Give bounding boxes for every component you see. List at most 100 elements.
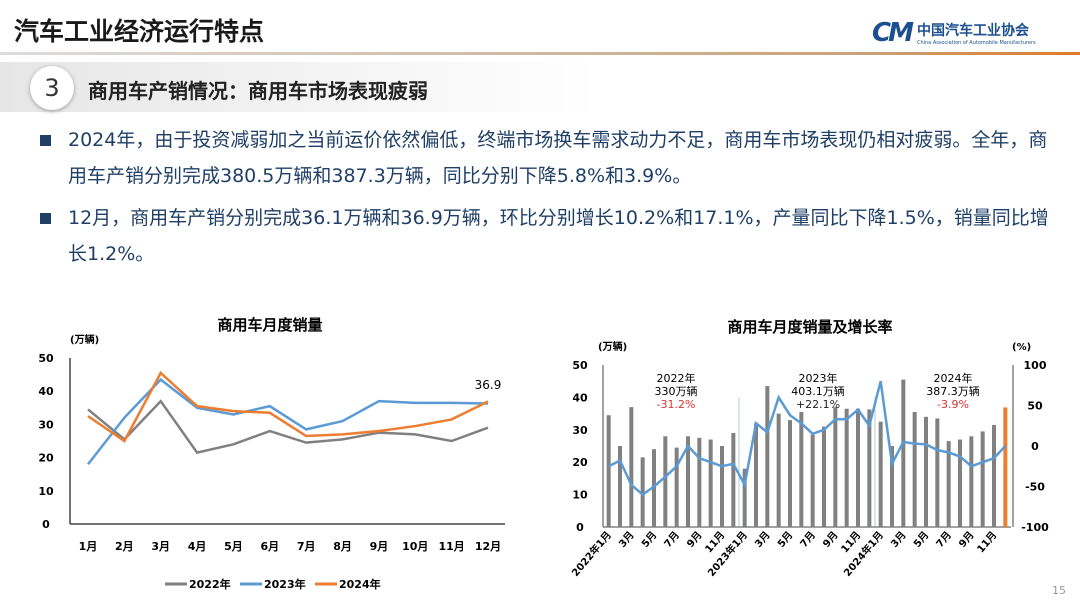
annotation-change: -31.2% — [657, 398, 696, 411]
x-tick-label: 2022年1月 — [569, 529, 614, 579]
bar — [674, 447, 679, 527]
annotation-year: 2024年 — [934, 371, 973, 385]
y-tick-label: 0 — [42, 518, 50, 531]
x-tick-label: 11月 — [438, 540, 464, 553]
x-tick-label: 9月 — [821, 529, 841, 550]
bar — [640, 457, 645, 527]
y-tick-label: 20 — [38, 452, 54, 465]
x-tick-label: 4月 — [188, 540, 207, 553]
bar — [754, 423, 758, 527]
x-tick-label: 11月 — [975, 529, 1000, 555]
x-tick-label: 5月 — [639, 529, 659, 550]
bar — [935, 418, 940, 527]
annotation-total: 330万辆 — [655, 384, 698, 398]
bar — [810, 434, 815, 527]
series-line-2022年 — [87, 399, 489, 455]
bar — [1003, 407, 1008, 527]
x-tick-label: 9月 — [370, 540, 389, 553]
x-tick-label: 5月 — [224, 540, 243, 553]
x-tick-label: 7月 — [297, 540, 316, 553]
y2-tick-label: -50 — [1025, 481, 1045, 494]
bullet-square-icon — [40, 213, 51, 224]
annotation-total: 387.3万辆 — [926, 384, 980, 398]
bar — [856, 408, 860, 527]
page-title: 汽车工业经济运行特点 — [14, 17, 265, 46]
bar — [720, 446, 724, 527]
bar — [697, 437, 702, 527]
bar — [788, 420, 792, 527]
logo-en: China Association of Automobile Manufact… — [916, 40, 1036, 46]
logo-cn: 中国汽车工业协会 — [916, 23, 1029, 39]
page-number: 15 — [1052, 584, 1066, 597]
bar — [686, 436, 690, 527]
legend-label: 2022年 — [189, 577, 231, 591]
y-tick-label: 40 — [38, 385, 54, 398]
bullet-2: 12月，商用车产销分别完成36.1万辆和36.9万辆，环比分别增长10.2%和1… — [40, 200, 1050, 272]
bullet-1: 2024年，由于投资减弱加之当前运价依然偏低，终端市场换车需求动力不足，商用车市… — [40, 122, 1050, 194]
section-number: 3 — [30, 66, 74, 110]
bar — [946, 441, 951, 527]
logo: CM 中国汽车工业协会 China Association of Automob… — [872, 18, 1036, 48]
annotation-change: +22.1% — [796, 398, 840, 411]
y-axis-label: (万辆) — [598, 340, 627, 353]
bar — [924, 416, 928, 527]
x-tick-label: 2月 — [115, 540, 134, 553]
x-tick-label: 6月 — [260, 540, 279, 553]
y-tick-label: 0 — [576, 521, 584, 534]
cm-logo-icon: CM — [872, 18, 914, 48]
bar — [901, 379, 906, 527]
y-tick-label: 50 — [38, 352, 54, 365]
bar — [742, 468, 747, 527]
x-tick-label: 1月 — [79, 540, 98, 553]
y-axis-label: (万辆) — [70, 333, 99, 346]
y-tick-label: 10 — [38, 485, 54, 498]
header-divider — [0, 52, 1080, 55]
bar — [992, 424, 996, 527]
y2-axis-label: (%) — [1012, 342, 1031, 353]
bar — [890, 446, 894, 527]
bar — [844, 408, 849, 527]
x-tick-label: 3月 — [617, 529, 637, 550]
legend-label: 2023年 — [264, 577, 306, 591]
y2-tick-label: 0 — [1031, 440, 1039, 453]
bar — [708, 439, 713, 527]
legend-label: 2024年 — [339, 577, 381, 591]
y-tick-label: 50 — [572, 359, 588, 372]
x-tick-label: 10月 — [402, 540, 428, 553]
bar — [652, 449, 656, 527]
section-bar — [0, 62, 600, 112]
annotation-year: 2023年 — [799, 371, 838, 385]
x-tick-label: 9月 — [685, 529, 705, 550]
x-tick-label: 3月 — [889, 529, 909, 550]
y-tick-label: 20 — [572, 456, 588, 469]
bar — [629, 407, 634, 527]
data-label: 36.9 — [475, 378, 502, 392]
y2-tick-label: 100 — [1024, 359, 1047, 372]
bar — [606, 415, 611, 527]
bar — [980, 431, 985, 527]
bar — [912, 411, 917, 527]
bar — [765, 386, 770, 527]
y-tick-label: 30 — [572, 424, 588, 437]
annotation-total: 403.1万辆 — [791, 384, 845, 398]
bar — [833, 407, 838, 527]
x-tick-label: 9月 — [957, 529, 977, 550]
y-tick-label: 40 — [572, 391, 588, 404]
x-tick-label: 7月 — [798, 529, 818, 550]
x-tick-label: 3月 — [151, 540, 170, 553]
x-tick-label: 12月 — [475, 540, 501, 553]
chart-title: 商用车月度销量 — [217, 316, 322, 334]
bar — [776, 413, 781, 527]
bar — [958, 439, 962, 527]
series-line-2023年 — [87, 377, 489, 466]
x-tick-label: 8月 — [333, 540, 352, 553]
bar — [878, 421, 883, 527]
y2-tick-label: 50 — [1027, 400, 1043, 413]
section-title: 商用车产销情况：商用车市场表现疲弱 — [88, 79, 428, 103]
y-tick-label: 10 — [572, 489, 588, 502]
annotation-change: -3.9% — [937, 398, 969, 411]
x-tick-label: 3月 — [753, 529, 773, 550]
y2-tick-label: -100 — [1021, 521, 1049, 534]
y-tick-label: 30 — [38, 418, 54, 431]
